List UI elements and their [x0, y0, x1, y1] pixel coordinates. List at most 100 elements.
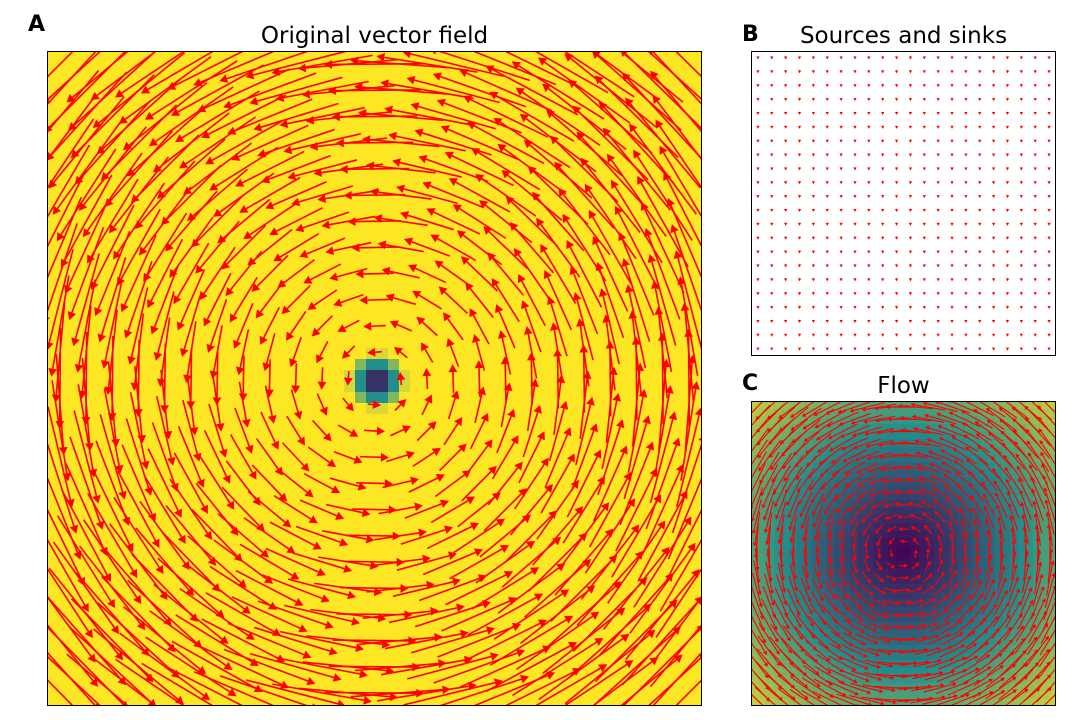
- heatmap-cell: [812, 515, 820, 524]
- panel-label-b: B: [742, 22, 759, 47]
- quiver-arrow: [790, 676, 822, 699]
- quiver-arrow: [889, 549, 894, 558]
- quiver-arrow: [531, 191, 585, 252]
- heatmap-cell: [1048, 431, 1056, 440]
- quiver-arrow: [950, 111, 954, 115]
- quiver-arrow: [936, 56, 940, 60]
- quiver-arrow: [913, 427, 943, 436]
- heatmap-cell: [834, 462, 843, 470]
- heatmap-cell: [987, 591, 996, 600]
- heatmap-cell: [819, 477, 828, 486]
- quiver-arrow: [964, 305, 968, 310]
- heatmap-cell: [865, 469, 874, 478]
- heatmap-cell: [903, 698, 912, 706]
- heatmap-cell: [926, 484, 935, 493]
- heatmap-cell: [812, 477, 820, 486]
- heatmap-cell: [979, 690, 988, 699]
- heatmap-cell: [873, 667, 881, 676]
- quiver-arrow: [964, 236, 968, 240]
- quiver-arrow: [784, 278, 788, 282]
- quiver-arrow: [936, 153, 940, 157]
- quiver-arrow: [813, 505, 824, 529]
- quiver-arrow: [867, 222, 871, 226]
- quiver-arrow: [825, 125, 829, 129]
- heatmap-cell: [789, 667, 798, 676]
- quiver-arrow: [909, 695, 946, 704]
- heatmap-cell: [399, 381, 410, 392]
- quiver-arrow: [851, 557, 858, 574]
- heatmap-cell: [781, 584, 790, 592]
- quiver-arrow: [67, 227, 105, 321]
- heatmap-cell: [1025, 416, 1034, 425]
- heatmap-cell: [796, 492, 805, 501]
- quiver-arrow: [153, 583, 229, 645]
- heatmap-cell: [773, 553, 782, 562]
- heatmap-cell: [819, 576, 828, 585]
- quiver-arrow: [950, 194, 954, 199]
- quiver-arrow: [894, 97, 899, 102]
- heatmap-cell: [895, 675, 904, 684]
- quiver-arrow: [915, 451, 941, 460]
- heatmap-cell: [926, 530, 935, 539]
- quiver-arrow: [659, 145, 702, 219]
- heatmap-cell: [751, 423, 759, 432]
- heatmap-cell: [972, 492, 981, 501]
- heatmap-cell: [789, 690, 798, 699]
- quiver-arrow: [437, 622, 522, 658]
- quiver-arrow: [797, 264, 802, 268]
- heatmap-cell: [842, 462, 851, 470]
- quiver-arrow: [47, 94, 97, 162]
- heatmap-cell: [865, 652, 874, 661]
- heatmap-cell: [751, 614, 759, 623]
- quiver-arrow: [173, 452, 208, 514]
- quiver-arrow: [950, 545, 955, 562]
- quiver-arrow: [99, 414, 127, 500]
- quiver-arrow: [606, 153, 667, 237]
- heatmap-cell: [789, 675, 798, 684]
- quiver-arrow: [811, 347, 816, 351]
- quiver-arrow: [757, 428, 782, 459]
- quiver-arrow: [895, 502, 912, 507]
- heatmap-cell: [918, 523, 927, 531]
- heatmap-cell: [796, 645, 805, 653]
- quiver-arrow: [469, 308, 490, 345]
- heatmap-cell: [979, 683, 988, 692]
- heatmap-cell: [834, 675, 843, 684]
- quiver-arrow: [209, 325, 223, 380]
- quiver-arrow: [684, 328, 693, 429]
- quiver-arrow: [896, 587, 911, 593]
- heatmap-cell: [956, 553, 965, 562]
- heatmap-cell: [766, 584, 775, 592]
- heatmap-cell: [1033, 683, 1042, 692]
- quiver-arrow: [978, 208, 982, 213]
- quiver-arrow: [1019, 153, 1023, 157]
- quiver-arrow: [954, 618, 975, 636]
- heatmap-cell: [834, 561, 843, 570]
- heatmap-cell: [987, 683, 996, 692]
- heatmap-cell: [804, 576, 813, 585]
- quiver-arrow: [833, 605, 852, 623]
- quiver-arrow: [784, 292, 788, 296]
- heatmap-cell: [773, 507, 782, 516]
- heatmap-cell: [1040, 599, 1049, 608]
- quiver-arrow: [929, 462, 952, 474]
- heatmap-cell: [1010, 645, 1019, 653]
- quiver-arrow: [991, 264, 996, 268]
- quiver-arrow: [871, 598, 887, 607]
- heatmap-cell: [804, 454, 813, 463]
- quiver-arrow: [867, 264, 871, 268]
- quiver-arrow: [978, 305, 982, 310]
- heatmap-cell: [995, 423, 1003, 432]
- heatmap-cell: [773, 591, 782, 600]
- quiver-arrow: [627, 389, 648, 473]
- heatmap-cell: [834, 545, 843, 554]
- quiver-arrow: [991, 111, 996, 115]
- heatmap-cell: [758, 568, 767, 577]
- quiver-arrow: [1005, 56, 1010, 60]
- heatmap-cell: [781, 439, 790, 448]
- heatmap-cell: [972, 675, 981, 684]
- heatmap-cell: [789, 698, 798, 706]
- quiver-arrow: [861, 403, 897, 412]
- heatmap-cell: [918, 637, 927, 646]
- heatmap-cell: [377, 392, 388, 403]
